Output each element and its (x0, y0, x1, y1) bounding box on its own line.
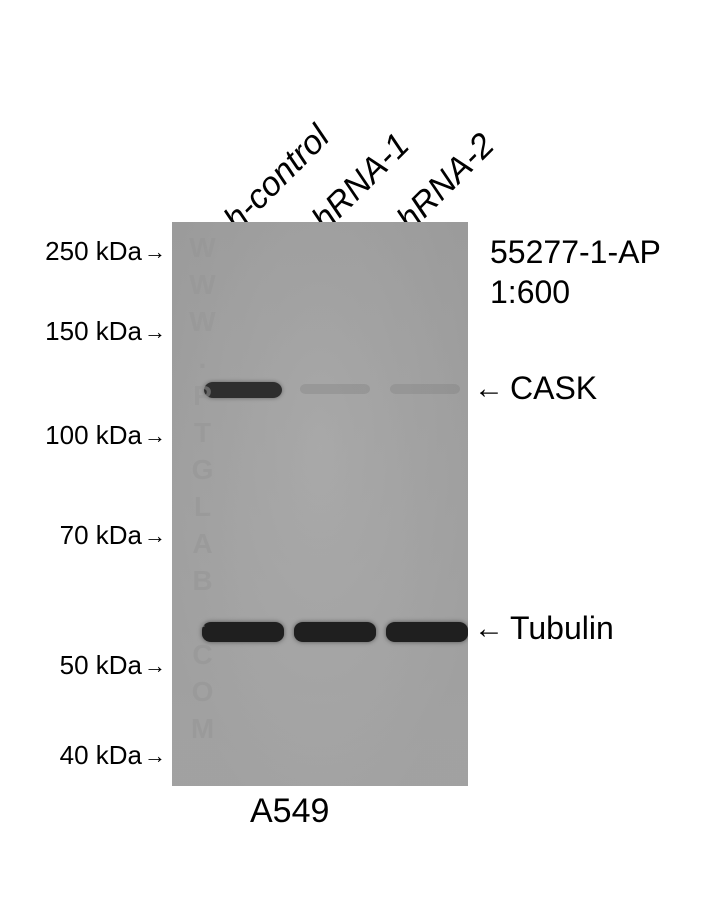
band-tubulin-lane2 (294, 622, 376, 642)
protein-label: CASK (510, 370, 597, 407)
mw-label: 150 kDa (30, 316, 142, 347)
arrow-right-icon: → (144, 525, 166, 547)
band-label-tubulin: ← Tubulin (474, 610, 614, 647)
protein-label: Tubulin (510, 610, 614, 647)
figure-container: sh-control shRNA-1 shRNA-2 250 kDa → 150… (0, 0, 726, 903)
arrow-right-icon: → (144, 425, 166, 447)
mw-label: 250 kDa (30, 236, 142, 267)
band-cask-lane2 (300, 384, 370, 394)
mw-marker-40: 40 kDa → (30, 740, 166, 771)
arrow-right-icon: → (144, 321, 166, 343)
cell-line-label: A549 (250, 792, 329, 831)
arrow-right-icon: → (144, 655, 166, 677)
arrow-left-icon: ← (474, 372, 504, 406)
western-blot-membrane: WWW.PTGLAB.COM (172, 222, 468, 786)
band-tubulin-lane3 (386, 622, 468, 642)
antibody-dilution: 1:600 (490, 272, 661, 312)
mw-marker-70: 70 kDa → (30, 520, 166, 551)
arrow-left-icon: ← (474, 612, 504, 646)
band-label-cask: ← CASK (474, 370, 597, 407)
mw-label: 50 kDa (30, 650, 142, 681)
band-cask-lane3 (390, 384, 460, 394)
watermark-text: WWW.PTGLAB.COM (178, 232, 218, 772)
band-tubulin-lane1 (202, 622, 284, 642)
mw-marker-100: 100 kDa → (30, 420, 166, 451)
arrow-right-icon: → (144, 241, 166, 263)
antibody-info: 55277-1-AP 1:600 (490, 232, 661, 312)
mw-marker-50: 50 kDa → (30, 650, 166, 681)
mw-marker-150: 150 kDa → (30, 316, 166, 347)
mw-label: 40 kDa (30, 740, 142, 771)
mw-label: 70 kDa (30, 520, 142, 551)
arrow-right-icon: → (144, 745, 166, 767)
band-cask-lane1 (204, 382, 282, 398)
mw-marker-250: 250 kDa → (30, 236, 166, 267)
antibody-catalog: 55277-1-AP (490, 232, 661, 272)
mw-label: 100 kDa (30, 420, 142, 451)
